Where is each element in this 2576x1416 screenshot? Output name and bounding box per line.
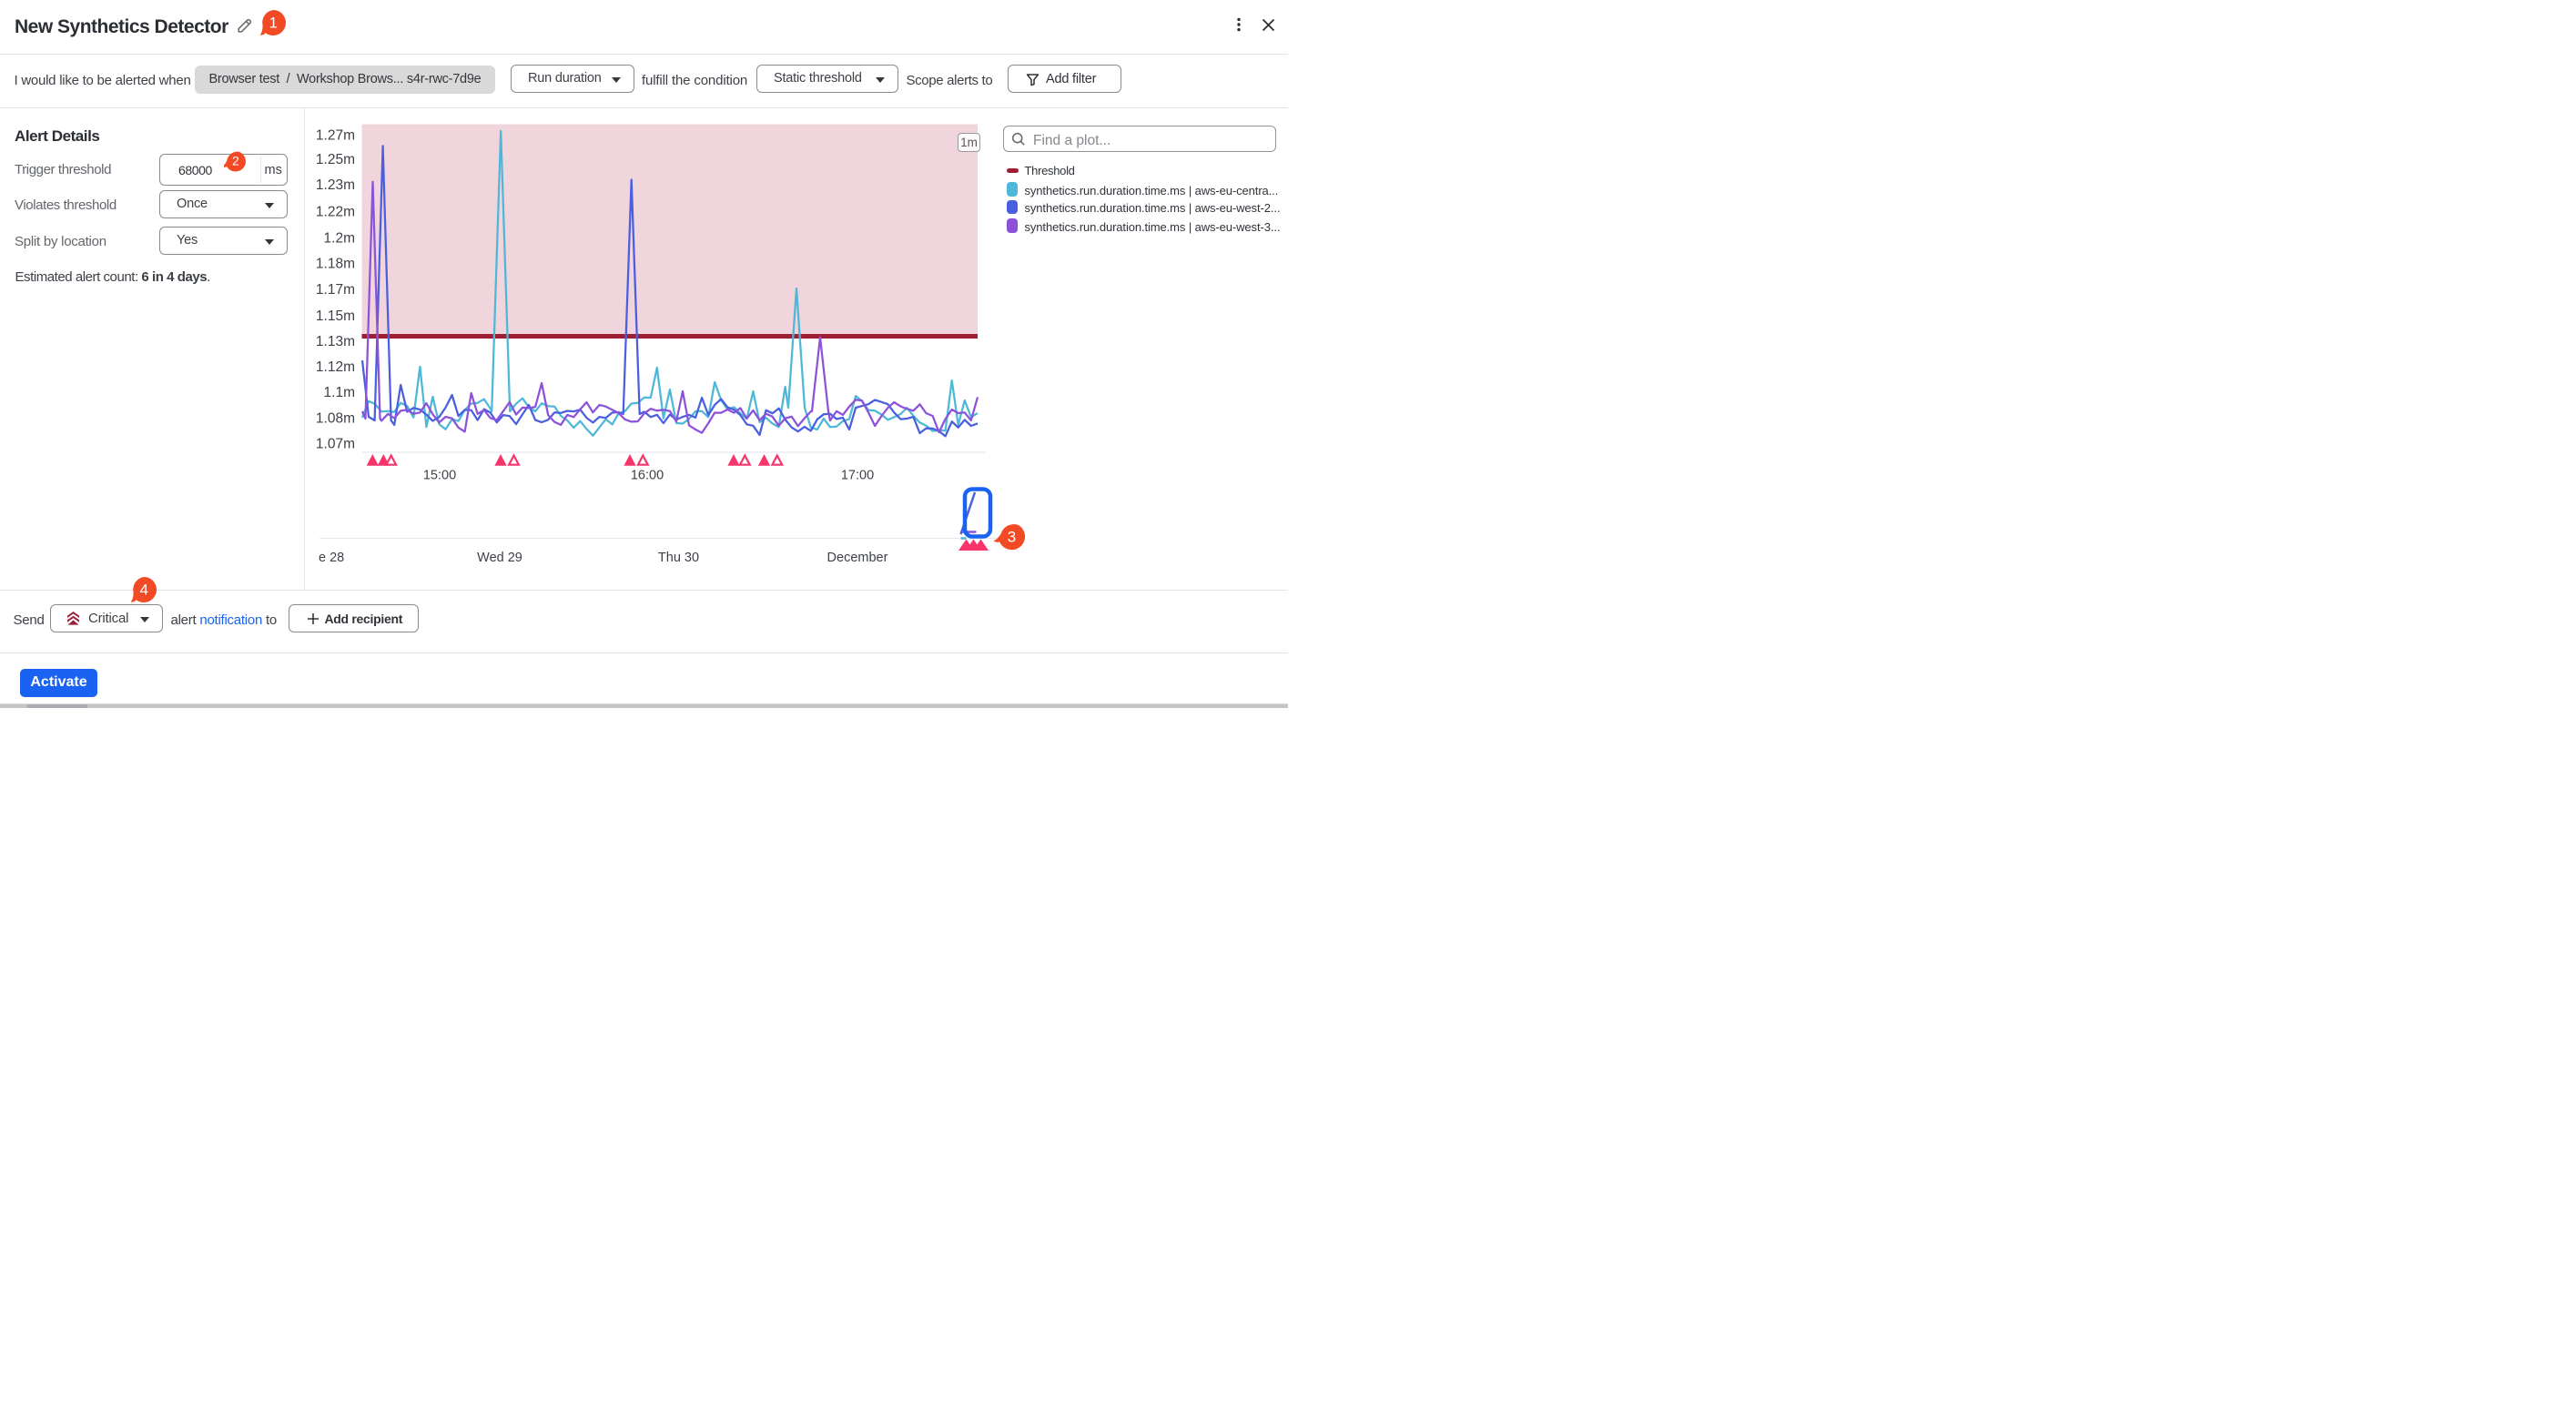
svg-text:1.2m: 1.2m xyxy=(324,231,355,247)
svg-text:15:00: 15:00 xyxy=(423,469,456,483)
svg-text:16:00: 16:00 xyxy=(631,469,664,483)
svg-text:1.07m: 1.07m xyxy=(316,437,355,452)
svg-text:Thu 30: Thu 30 xyxy=(658,551,699,565)
svg-text:Wed 29: Wed 29 xyxy=(477,551,522,565)
svg-text:3: 3 xyxy=(1008,529,1016,546)
svg-text:1.08m: 1.08m xyxy=(316,411,355,427)
svg-text:December: December xyxy=(827,551,888,565)
svg-text:4: 4 xyxy=(139,582,147,599)
svg-text:1: 1 xyxy=(269,14,277,31)
svg-text:1.17m: 1.17m xyxy=(316,282,355,298)
svg-text:1.15m: 1.15m xyxy=(316,308,355,324)
svg-text:1.23m: 1.23m xyxy=(316,177,355,193)
svg-text:1.27m: 1.27m xyxy=(316,128,355,144)
svg-text:2: 2 xyxy=(232,154,239,167)
svg-text:1.12m: 1.12m xyxy=(316,359,355,375)
svg-text:1.22m: 1.22m xyxy=(316,204,355,219)
svg-text:1.13m: 1.13m xyxy=(316,334,355,349)
svg-text:1.18m: 1.18m xyxy=(316,257,355,272)
svg-text:e 28: e 28 xyxy=(319,551,344,565)
svg-text:1.1m: 1.1m xyxy=(324,385,355,400)
svg-text:17:00: 17:00 xyxy=(841,469,874,483)
svg-text:1.25m: 1.25m xyxy=(316,152,355,167)
